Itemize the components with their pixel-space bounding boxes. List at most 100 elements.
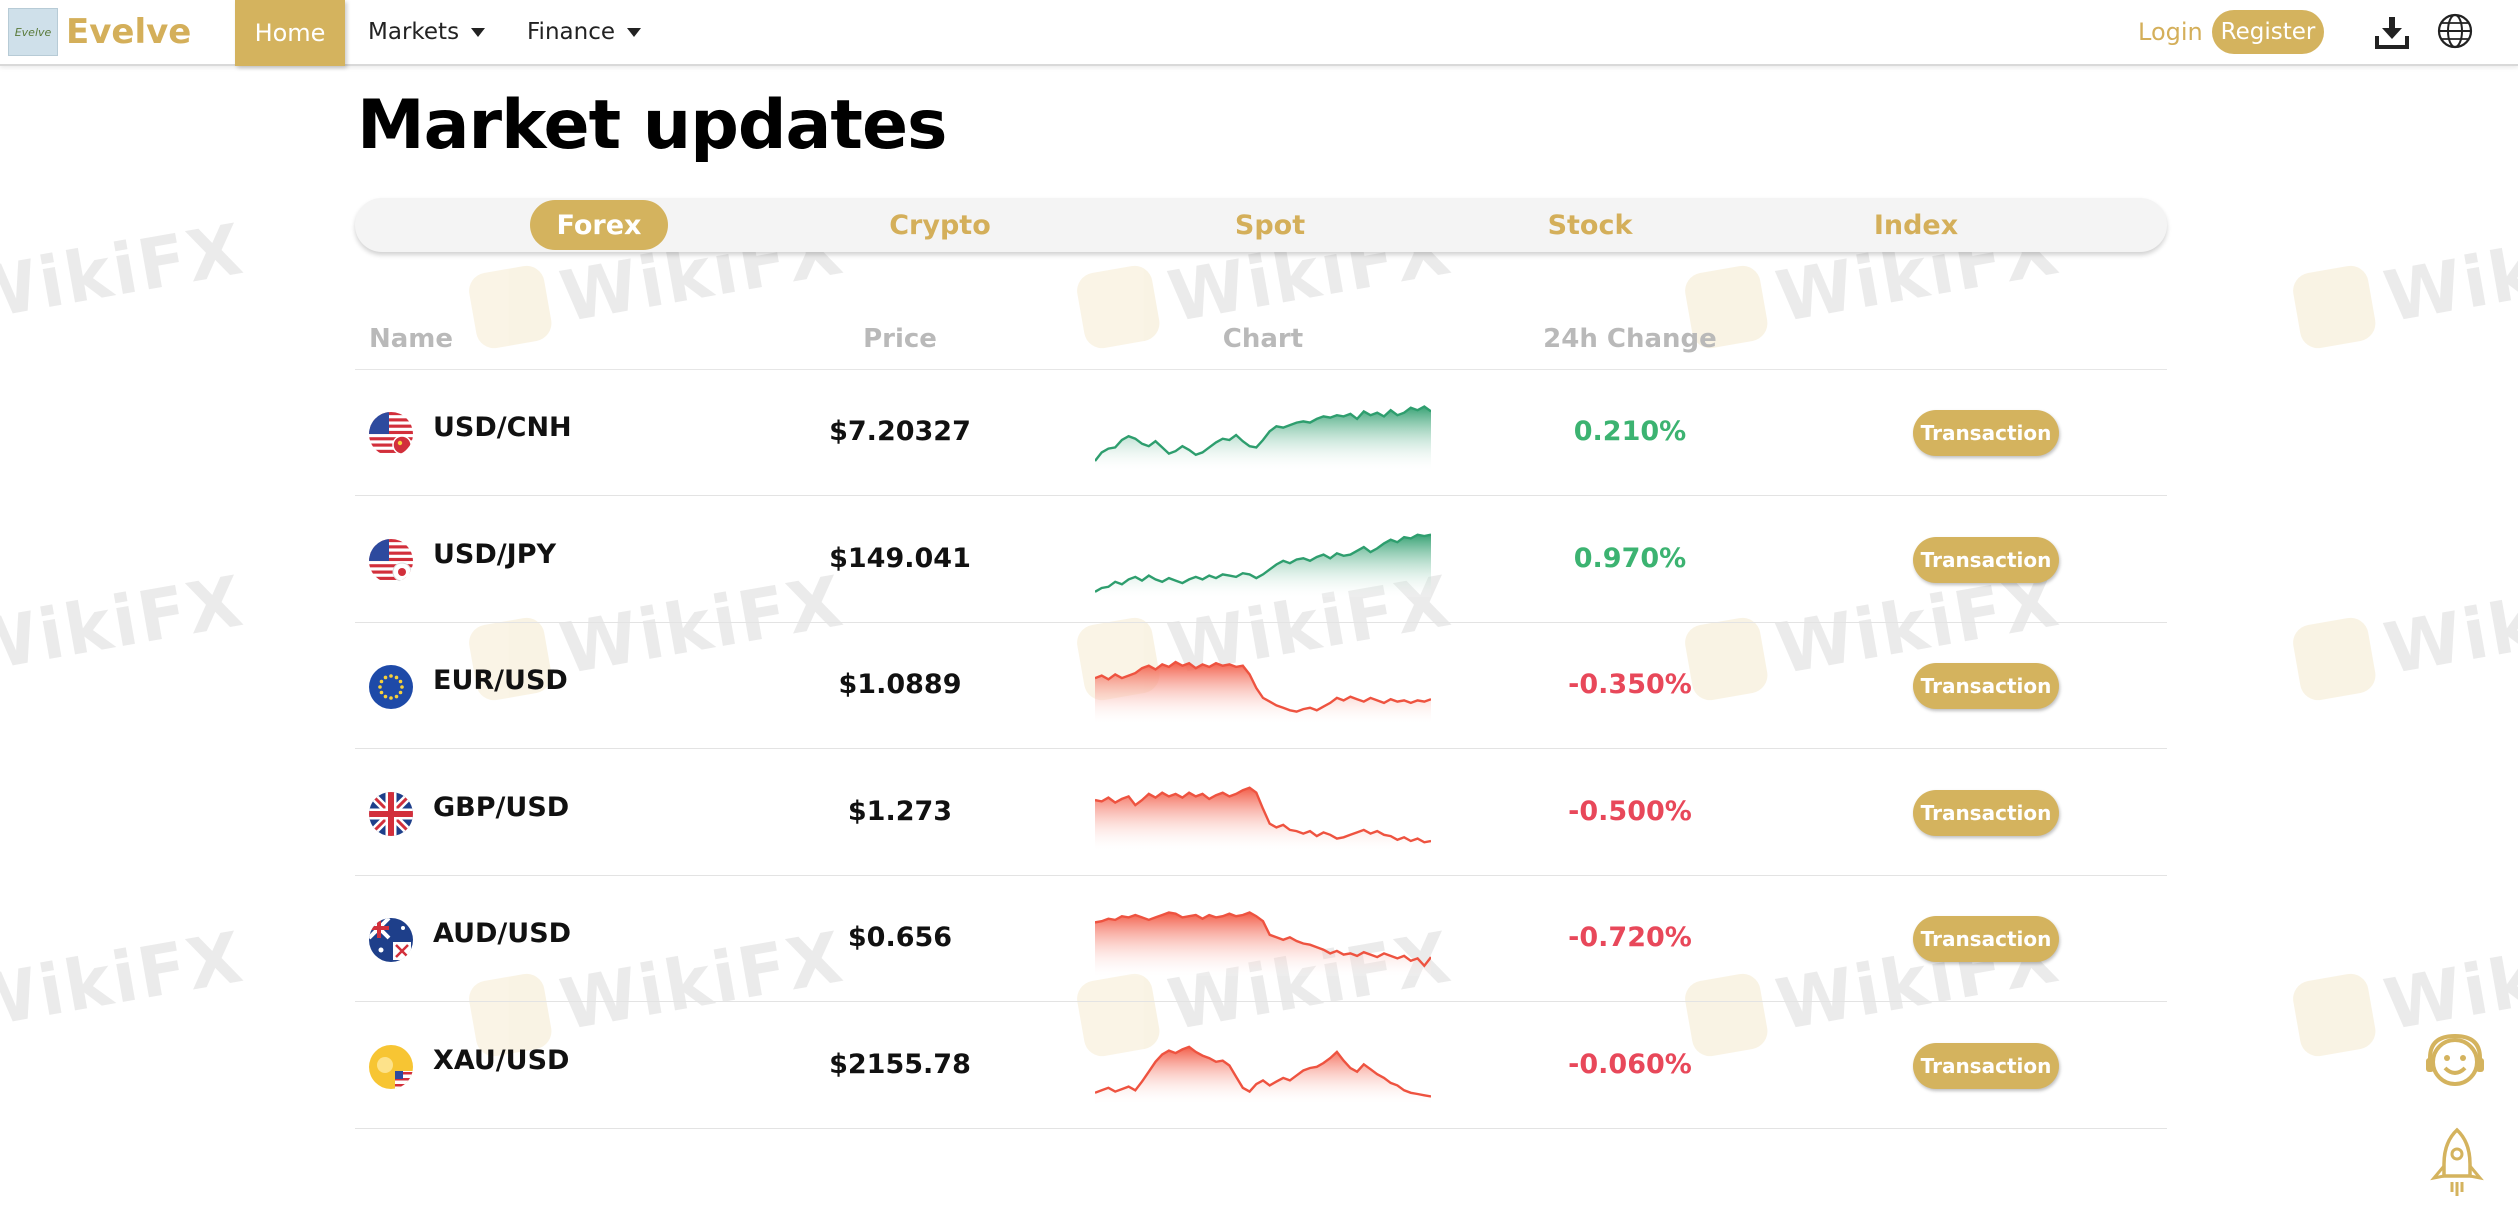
pair-name: USD/CNH: [433, 412, 572, 443]
sparkline-line: [1095, 532, 1431, 593]
table-row: USD/CNH $7.20327 0.210% Transaction: [355, 370, 2167, 496]
table-row: XAU/USD $2155.78 -0.060% Transaction: [355, 1003, 2167, 1129]
header-name: Name: [369, 324, 454, 354]
watermark-text: WikiFX: [0, 560, 250, 691]
xau-flag-icon: [369, 1044, 413, 1089]
sparkline-area: [1095, 534, 1431, 597]
pair-name: EUR/USD: [433, 665, 568, 696]
currency-flag: [369, 412, 413, 456]
table-row: GBP/USD $1.273 -0.500% Transaction: [355, 750, 2167, 876]
register-button[interactable]: Register: [2212, 10, 2324, 54]
transaction-button[interactable]: Transaction: [1913, 663, 2059, 709]
sparkline-area: [1095, 1046, 1431, 1103]
sparkline-chart: [1095, 660, 1431, 723]
transaction-button[interactable]: Transaction: [1913, 916, 2059, 962]
transaction-button[interactable]: Transaction: [1913, 789, 2059, 836]
watermark-logo: [2290, 970, 2379, 1060]
watermark-text: WikiFX: [2378, 208, 2518, 339]
sparkline-chart: [1095, 532, 1431, 597]
nav-markets[interactable]: Markets: [368, 0, 486, 64]
watermark-text: WikiFX: [2378, 560, 2518, 691]
transaction-button[interactable]: Transaction: [1913, 1042, 2059, 1089]
transaction-button[interactable]: Transaction: [1913, 410, 2059, 456]
price-value: $7.20327: [829, 416, 971, 447]
tab-stock[interactable]: Stock: [1547, 209, 1633, 241]
price-value: $1.0889: [838, 669, 962, 700]
au-flag-icon: [369, 918, 413, 962]
brand-logo: Evelve: [8, 8, 58, 56]
sparkline-line: [1095, 911, 1431, 968]
pair-name: AUD/USD: [433, 918, 572, 949]
tab-index[interactable]: Index: [1873, 209, 1959, 241]
us-cn-flag-icon: [369, 412, 413, 456]
change-value: -0.500%: [1568, 795, 1692, 827]
watermark-logo: [2290, 262, 2379, 352]
sparkline-line: [1095, 405, 1431, 462]
watermark-text: WikiFX: [2378, 916, 2518, 1047]
sparkline-chart: [1095, 785, 1431, 850]
currency-flag: [369, 1044, 413, 1089]
header-change: 24h Change: [1543, 324, 1717, 354]
sparkline-line: [1095, 660, 1431, 713]
price-value: $1.273: [847, 795, 953, 827]
watermark-tile: WikiFX: [0, 916, 250, 1062]
table-row: USD/JPY $149.041 0.970% Transaction: [355, 497, 2167, 623]
brand-name: Evelve: [66, 12, 192, 52]
watermark-text: WikiFX: [0, 916, 250, 1047]
sparkline-line: [1095, 785, 1431, 844]
chevron-down-icon: [471, 27, 486, 37]
top-navigation: Evelve Evelve Home Markets Finance Login…: [0, 0, 2518, 66]
watermark-tile: WikiFX: [0, 560, 250, 706]
back-to-top-rocket-icon[interactable]: [2430, 1126, 2484, 1198]
brand[interactable]: Evelve Evelve: [8, 8, 191, 56]
us-jp-flag-icon: [369, 538, 413, 583]
watermark-tile: WikiFX: [2290, 560, 2518, 706]
gb-flag-icon: [369, 791, 413, 836]
nav-home[interactable]: Home: [235, 0, 345, 66]
watermark-logo: [2290, 614, 2379, 704]
page-title: Market updates: [357, 86, 948, 165]
currency-flag: [369, 665, 413, 709]
currency-flag: [369, 538, 413, 583]
sparkline-area: [1095, 912, 1431, 976]
price-value: $149.041: [829, 542, 971, 574]
tab-crypto[interactable]: Crypto: [889, 209, 991, 241]
transaction-button[interactable]: Transaction: [1913, 536, 2059, 583]
download-icon[interactable]: [2374, 14, 2410, 50]
globe-icon[interactable]: [2436, 12, 2474, 50]
table-row: EUR/USD $1.0889 -0.350% Transaction: [355, 623, 2167, 749]
watermark-tile: WikiFX: [2290, 208, 2518, 354]
pair-name: XAU/USD: [433, 1044, 570, 1076]
sparkline-area: [1095, 662, 1431, 723]
currency-flag: [369, 918, 413, 962]
change-value: -0.720%: [1568, 922, 1692, 953]
sparkline-line: [1095, 1045, 1431, 1098]
change-value: 0.210%: [1573, 416, 1687, 447]
price-value: $2155.78: [829, 1048, 971, 1080]
tab-spot[interactable]: Spot: [1234, 209, 1306, 241]
pair-name: USD/JPY: [433, 538, 557, 570]
nav-markets-label: Markets: [368, 19, 460, 45]
sparkline-chart: [1095, 1045, 1431, 1103]
login-link[interactable]: Login: [2138, 18, 2203, 46]
watermark-text: WikiFX: [0, 208, 250, 339]
eu-flag-icon: [369, 665, 413, 709]
nav-finance[interactable]: Finance: [527, 0, 641, 64]
sparkline-chart: [1095, 911, 1431, 976]
sparkline-chart: [1095, 405, 1431, 470]
chevron-down-icon: [627, 27, 641, 37]
tab-forex[interactable]: Forex: [530, 200, 668, 250]
watermark-tile: WikiFX: [0, 208, 250, 354]
table-header: Name Price Chart 24h Change: [355, 314, 2167, 370]
change-value: 0.970%: [1573, 542, 1687, 574]
currency-flag: [369, 791, 413, 836]
nav-finance-label: Finance: [527, 19, 615, 45]
change-value: -0.350%: [1568, 669, 1692, 700]
sparkline-area: [1095, 787, 1431, 850]
customer-support-icon[interactable]: [2420, 1028, 2490, 1098]
header-chart: Chart: [1222, 324, 1304, 354]
price-value: $0.656: [847, 922, 953, 953]
header-price: Price: [863, 324, 937, 354]
pair-name: GBP/USD: [433, 791, 570, 823]
table-row: AUD/USD $0.656 -0.720% Transaction: [355, 876, 2167, 1002]
